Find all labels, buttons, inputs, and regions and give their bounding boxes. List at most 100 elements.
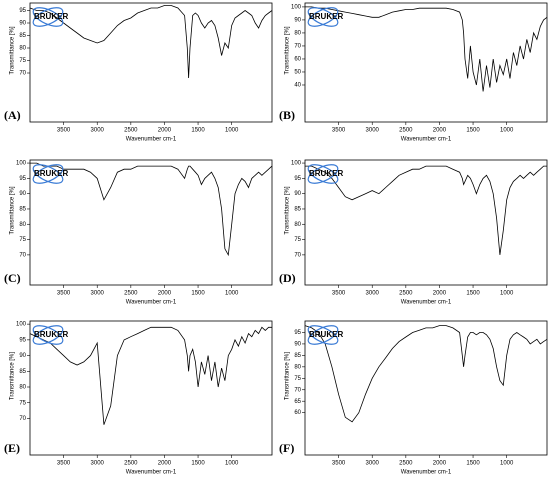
y-axis-label: Transmittance [%]: [285, 186, 291, 234]
x-tick-label: 3500: [332, 128, 346, 134]
y-tick-label: 85: [19, 369, 26, 375]
x-tick-label: 1500: [191, 291, 205, 297]
y-tick-label: 50: [294, 70, 301, 76]
x-tick-label: 2000: [158, 291, 172, 297]
y-axis-label: Transmittance [%]: [10, 352, 16, 400]
x-axis-label: Wavenumber cm-1: [401, 300, 452, 306]
y-tick-label: 85: [294, 207, 301, 213]
x-tick-label: 1500: [466, 461, 480, 467]
x-tick-label: 1500: [191, 461, 205, 467]
spectrum-line: [30, 162, 273, 257]
panel-label: (D): [279, 271, 296, 285]
x-tick-label: 1500: [466, 291, 480, 297]
x-tick-label: 3000: [91, 461, 105, 467]
y-tick-label: 80: [19, 46, 26, 52]
y-tick-label: 100: [16, 322, 27, 328]
plot-frame: [304, 320, 548, 456]
logo-text: BRUKER: [34, 330, 68, 339]
logo-orbit: [307, 164, 339, 184]
logo-orbit: [32, 164, 64, 184]
y-tick-label: 85: [19, 207, 26, 213]
logo-orbit: [307, 325, 339, 345]
y-tick-label: 70: [294, 387, 301, 393]
y-tick-label: 60: [294, 410, 301, 416]
y-tick-label: 100: [291, 161, 302, 167]
y-tick-label: 90: [294, 17, 301, 23]
spectrum-line: [304, 325, 548, 423]
plot-frame: [304, 2, 548, 123]
panel-label: (A): [4, 108, 21, 122]
y-tick-label: 95: [294, 330, 301, 336]
x-tick-label: 3000: [366, 291, 380, 297]
x-tick-label: 1000: [500, 291, 514, 297]
x-tick-label: 1000: [225, 128, 239, 134]
y-tick-label: 95: [19, 337, 26, 343]
plot-frame: [304, 159, 548, 286]
x-tick-label: 3500: [57, 128, 71, 134]
logo-orbit: [32, 325, 64, 345]
x-tick-label: 2000: [433, 461, 447, 467]
x-axis-label: Wavenumber cm-1: [126, 137, 177, 143]
logo-orbit: [307, 7, 339, 27]
y-tick-label: 80: [294, 222, 301, 228]
y-tick-label: 80: [19, 222, 26, 228]
logo-text: BRUKER: [309, 330, 343, 339]
panel-label: (F): [279, 441, 294, 455]
x-tick-label: 3500: [332, 291, 346, 297]
spectrum-line: [29, 5, 273, 79]
y-tick-label: 95: [294, 176, 301, 182]
panel-label: (C): [4, 271, 21, 285]
x-tick-label: 3000: [91, 128, 105, 134]
x-tick-label: 2500: [124, 461, 138, 467]
y-tick-label: 100: [16, 161, 27, 167]
y-tick-label: 75: [294, 376, 301, 382]
x-axis-label: Wavenumber cm-1: [401, 137, 452, 143]
y-tick-label: 75: [19, 58, 26, 64]
x-tick-label: 1500: [191, 128, 205, 134]
panel-label: (E): [4, 441, 20, 455]
logo-text: BRUKER: [309, 12, 343, 21]
y-tick-label: 90: [294, 341, 301, 347]
spectrum-line: [305, 6, 548, 92]
logo-text: BRUKER: [309, 169, 343, 178]
logo-orbit: [32, 164, 64, 184]
plot-frame: [29, 159, 273, 286]
y-tick-label: 90: [294, 191, 301, 197]
y-axis-label: Transmittance [%]: [285, 26, 291, 74]
y-tick-label: 75: [19, 237, 26, 243]
logo-orbit: [307, 325, 339, 345]
x-axis-label: Wavenumber cm-1: [401, 470, 452, 476]
y-tick-label: 75: [294, 237, 301, 243]
spectrum-line: [305, 165, 547, 255]
x-tick-label: 2000: [158, 461, 172, 467]
plot-frame: [29, 320, 273, 456]
logo-orbit: [307, 7, 339, 27]
x-tick-label: 2000: [433, 291, 447, 297]
y-tick-label: 95: [19, 176, 26, 182]
y-tick-label: 75: [19, 400, 26, 406]
y-tick-label: 70: [294, 44, 301, 50]
y-axis-label: Transmittance [%]: [10, 26, 16, 74]
x-tick-label: 1000: [500, 461, 514, 467]
logo-text: BRUKER: [34, 12, 68, 21]
y-tick-label: 90: [19, 21, 26, 27]
x-tick-label: 2500: [124, 291, 138, 297]
y-tick-label: 70: [19, 252, 26, 258]
x-tick-label: 3000: [91, 291, 105, 297]
plot-frame: [29, 2, 273, 123]
y-tick-label: 80: [294, 31, 301, 37]
logo-orbit: [32, 7, 64, 27]
x-axis-label: Wavenumber cm-1: [126, 300, 177, 306]
panel-label: (B): [279, 108, 295, 122]
y-tick-label: 70: [294, 252, 301, 258]
y-tick-label: 60: [294, 57, 301, 63]
x-tick-label: 2500: [399, 128, 413, 134]
logo-orbit: [32, 7, 64, 27]
spectrum-line: [29, 326, 272, 425]
x-tick-label: 2500: [124, 128, 138, 134]
x-tick-label: 3000: [366, 461, 380, 467]
y-tick-label: 65: [294, 399, 301, 405]
y-tick-label: 85: [294, 353, 301, 359]
